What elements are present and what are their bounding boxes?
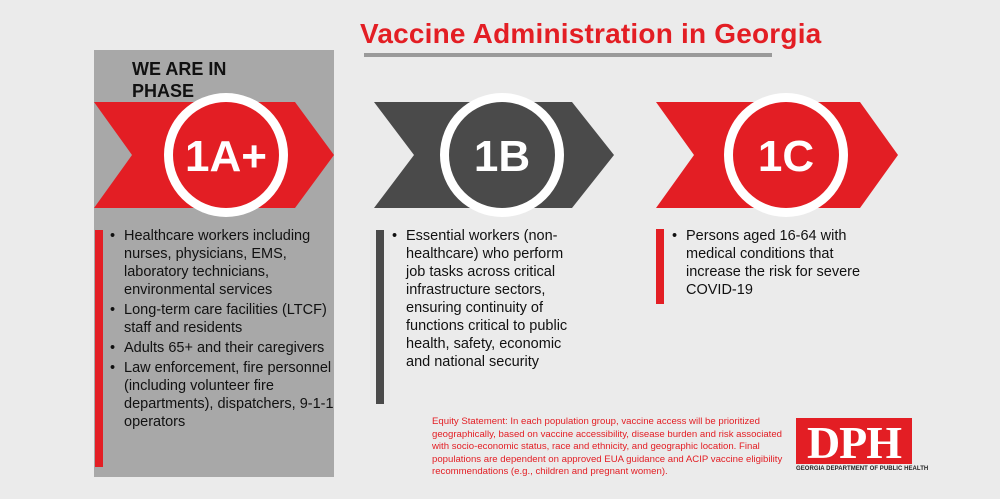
logo-caption: GEORGIA DEPARTMENT OF PUBLIC HEALTH xyxy=(796,466,929,472)
page-title: Vaccine Administration in Georgia xyxy=(360,18,822,49)
list-item: Long-term care facilities (LTCF) staff a… xyxy=(108,301,334,337)
phase-1c-list: Persons aged 16-64 with medical conditio… xyxy=(670,227,870,301)
list-item: Adults 65+ and their caregivers xyxy=(108,339,334,357)
list-item: Healthcare workers including nurses, phy… xyxy=(108,227,334,299)
phase-1c-circle xyxy=(733,102,839,208)
current-phase-label: WE ARE IN PHASE xyxy=(132,59,227,101)
logo-background xyxy=(796,418,912,464)
title-underline xyxy=(364,53,772,57)
phase-1b-circle xyxy=(449,102,555,208)
phase-1a-circle xyxy=(173,102,279,208)
phase-1b-accent-bar xyxy=(376,230,384,404)
phase-1b-list: Essential workers (non-healthcare) who p… xyxy=(390,227,580,373)
phase-1a-list: Healthcare workers including nurses, phy… xyxy=(108,227,334,433)
phase-1a-label: 1A+ xyxy=(185,132,267,181)
phase-1c-label: 1C xyxy=(758,132,814,181)
phase-1a-accent-bar xyxy=(95,230,103,467)
equity-statement: Equity Statement: In each population gro… xyxy=(432,416,783,477)
list-item: Persons aged 16-64 with medical conditio… xyxy=(670,227,870,299)
list-item: Essential workers (non-healthcare) who p… xyxy=(390,227,580,371)
phase-1b-label: 1B xyxy=(474,132,530,181)
list-item: Law enforcement, fire personnel (includi… xyxy=(108,359,334,431)
logo-text: DPH xyxy=(807,418,902,464)
phase-1c-accent-bar xyxy=(656,229,664,304)
dph-logo: DPH xyxy=(796,418,912,464)
